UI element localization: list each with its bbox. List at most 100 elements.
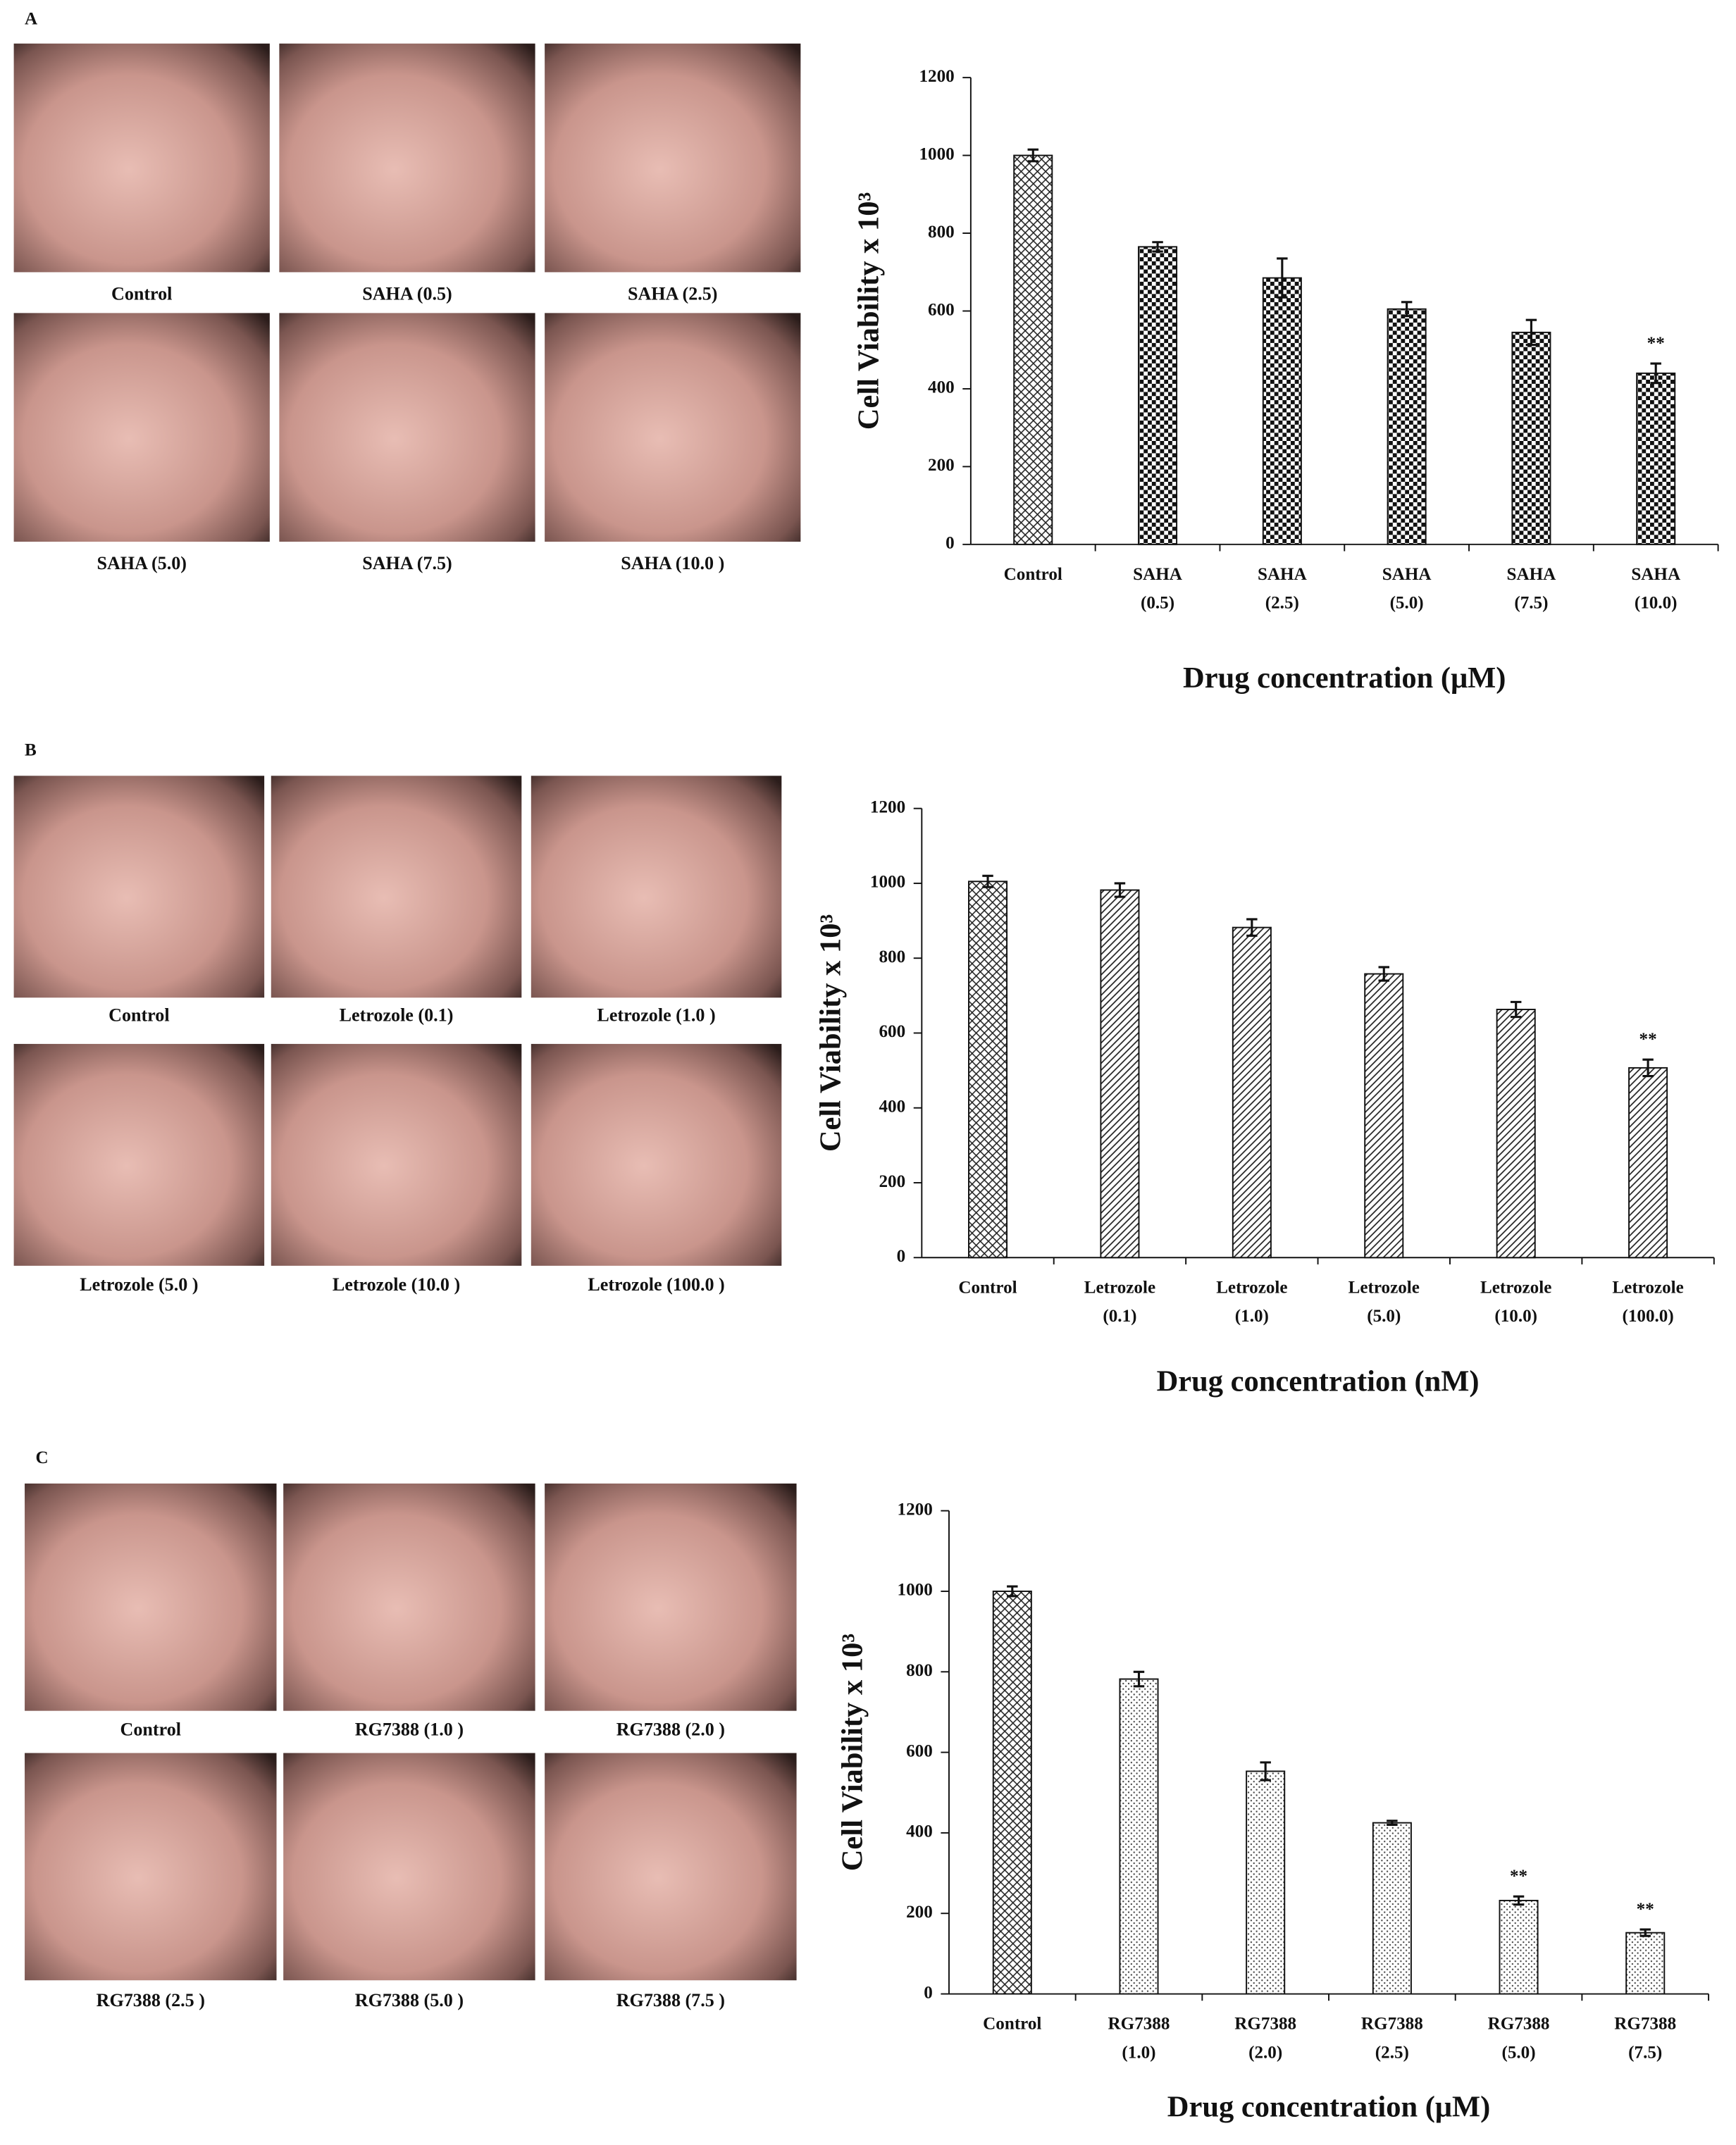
bar [968,881,1008,1259]
y-tick-label: 600 [906,1741,933,1760]
x-tick-label: RG7388 [1108,2015,1170,2034]
error-bar [1277,257,1288,299]
significance: ** [1647,334,1665,353]
error-bar [1387,1820,1398,1827]
x-tick-label: (1.0) [1122,2043,1155,2062]
bar [1232,926,1272,1259]
micrograph [25,1483,277,1711]
y-tick-label: 800 [906,1661,933,1680]
x-tick-label: Control [1004,565,1062,584]
error-bar [1133,1670,1145,1688]
y-tick-label: 200 [879,1172,905,1191]
y-tick-label: 0 [924,1983,933,2002]
image-caption: Letrozole (1.0 ) [597,1005,715,1025]
x-tick-label: (0.5) [1141,594,1174,613]
error-bar [982,874,993,888]
bar [1499,1899,1539,1995]
error-bar [1007,1585,1018,1598]
micrograph [545,1483,797,1711]
y-tick-label: 400 [928,378,955,397]
bar [1262,277,1302,545]
y-tick-label: 1000 [919,144,954,163]
x-tick-label: SAHA [1631,565,1680,584]
x-tick-label: SAHA [1133,565,1182,584]
bar [1138,246,1178,545]
x-tick-label: Letrozole [1216,1278,1287,1297]
x-tick-label: SAHA [1507,565,1556,584]
micrograph [531,1043,782,1266]
error-bar [1246,918,1258,937]
x-axis-label: Drug concentration (μM) [1183,661,1506,695]
x-axis-label: Drug concentration (nM) [1157,1365,1480,1398]
y-tick-label: 1200 [919,67,954,86]
x-tick-label: Letrozole [1084,1278,1155,1297]
x-tick-label: RG7388 [1234,2015,1296,2034]
y-tick-label: 200 [906,1903,933,1922]
error-bar [1650,362,1661,385]
micrograph [13,43,270,273]
panel-label: C [36,1448,49,1467]
significance: ** [1639,1030,1657,1049]
y-axis-label: Cell Viability x 10³ [852,192,886,430]
y-tick-label: 600 [928,300,955,319]
micrograph [545,1753,797,1981]
bar [1636,372,1676,545]
micrograph [13,1043,265,1266]
micrograph [279,313,535,542]
x-tick-label: (2.0) [1248,2043,1282,2062]
panel-label: A [25,10,37,29]
micrograph [283,1483,535,1711]
bar [1364,973,1404,1259]
image-caption: SAHA (0.5) [362,283,452,304]
y-tick-label: 1000 [898,1581,933,1600]
micrograph [545,43,801,273]
micrograph [13,776,265,998]
micrograph [545,313,801,542]
error-bar [1639,1928,1651,1937]
error-bar [1525,318,1537,347]
micrograph [271,1043,522,1266]
bar [1246,1770,1286,1995]
y-tick-label: 0 [946,534,955,553]
y-tick-label: 1200 [898,1500,933,1519]
micrograph [283,1753,535,1981]
significance: ** [1510,1867,1527,1886]
x-tick-label: (7.5) [1628,2043,1662,2062]
image-caption: RG7388 (1.0 ) [355,1720,464,1740]
x-axis-label: Drug concentration (μM) [1167,2091,1490,2124]
x-tick-label: (100.0) [1622,1307,1673,1326]
bar [1119,1678,1159,1995]
bar [1628,1067,1668,1259]
y-tick-label: 1000 [870,873,905,892]
error-bar [1027,148,1038,163]
x-tick-label: Letrozole [1612,1278,1683,1297]
image-caption: SAHA (5.0) [97,553,187,573]
x-tick-label: RG7388 [1488,2015,1550,2034]
y-axis-label: Cell Viability x 10³ [836,1634,869,1871]
x-tick-label: (5.0) [1390,594,1424,613]
significance: ** [1637,1900,1654,1919]
x-tick-label: RG7388 [1361,2015,1423,2034]
image-caption: SAHA (10.0 ) [621,553,724,573]
x-tick-label: Control [983,2015,1041,2034]
x-tick-label: (1.0) [1235,1307,1269,1326]
bar [1100,889,1140,1259]
x-tick-label: (7.5) [1514,594,1548,613]
y-tick-label: 400 [879,1098,905,1117]
x-tick-label: Letrozole [1348,1278,1420,1297]
image-caption: Letrozole (10.0 ) [333,1274,460,1295]
x-tick-label: (10.0) [1494,1307,1537,1326]
y-axis-label: Cell Viability x 10³ [814,914,847,1152]
error-bar [1260,1761,1271,1782]
image-caption: RG7388 (7.5 ) [616,1990,725,2010]
x-tick-label: (10.0) [1635,594,1678,613]
y-tick-label: 400 [906,1822,933,1841]
bar [1013,154,1053,545]
micrograph [279,43,535,273]
x-tick-label: RG7388 [1614,2015,1676,2034]
y-tick-label: 1200 [870,797,905,816]
error-bar [1513,1895,1525,1906]
x-tick-label: (5.0) [1501,2043,1535,2062]
bar [1387,308,1427,545]
